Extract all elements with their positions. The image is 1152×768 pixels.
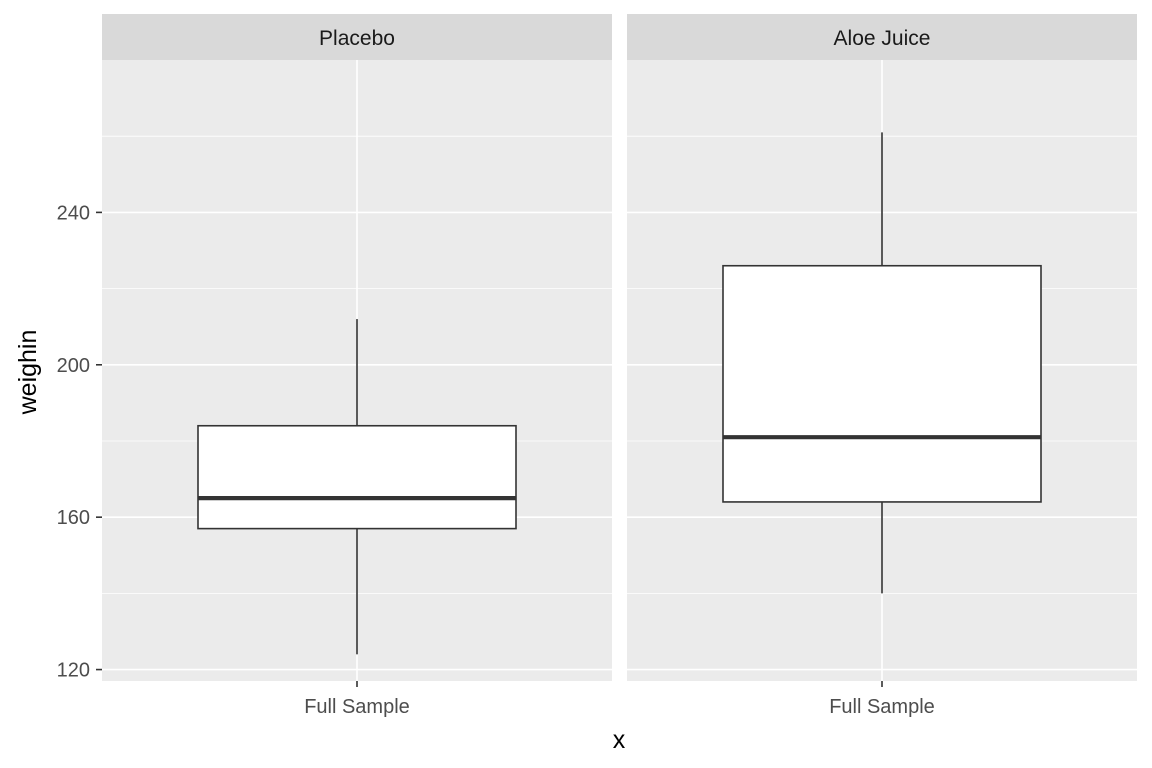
strip-background — [102, 14, 612, 60]
y-tick-label: 240 — [57, 202, 90, 224]
y-tick-label: 200 — [57, 355, 90, 377]
y-axis-title: weighin — [14, 330, 42, 416]
panel-1: Placebo Full Sample — [102, 14, 612, 718]
y-axis: 120 160 200 240 — [57, 202, 102, 682]
strip-label: Aloe Juice — [834, 27, 931, 50]
box-iqr — [197, 424, 517, 530]
x-tick-label: Full Sample — [304, 696, 410, 718]
panels-layer: Placebo Full Sample Aloe Juice Full Sample — [102, 14, 1137, 718]
y-tick-label: 120 — [57, 660, 90, 682]
strip-label: Placebo — [319, 27, 395, 50]
y-tick-label: 160 — [57, 507, 90, 529]
box-iqr — [722, 264, 1042, 503]
panel-2: Aloe Juice Full Sample — [627, 14, 1137, 718]
strip-background — [627, 14, 1137, 60]
x-tick-label: Full Sample — [829, 696, 935, 718]
x-axis-title: x — [613, 726, 626, 754]
